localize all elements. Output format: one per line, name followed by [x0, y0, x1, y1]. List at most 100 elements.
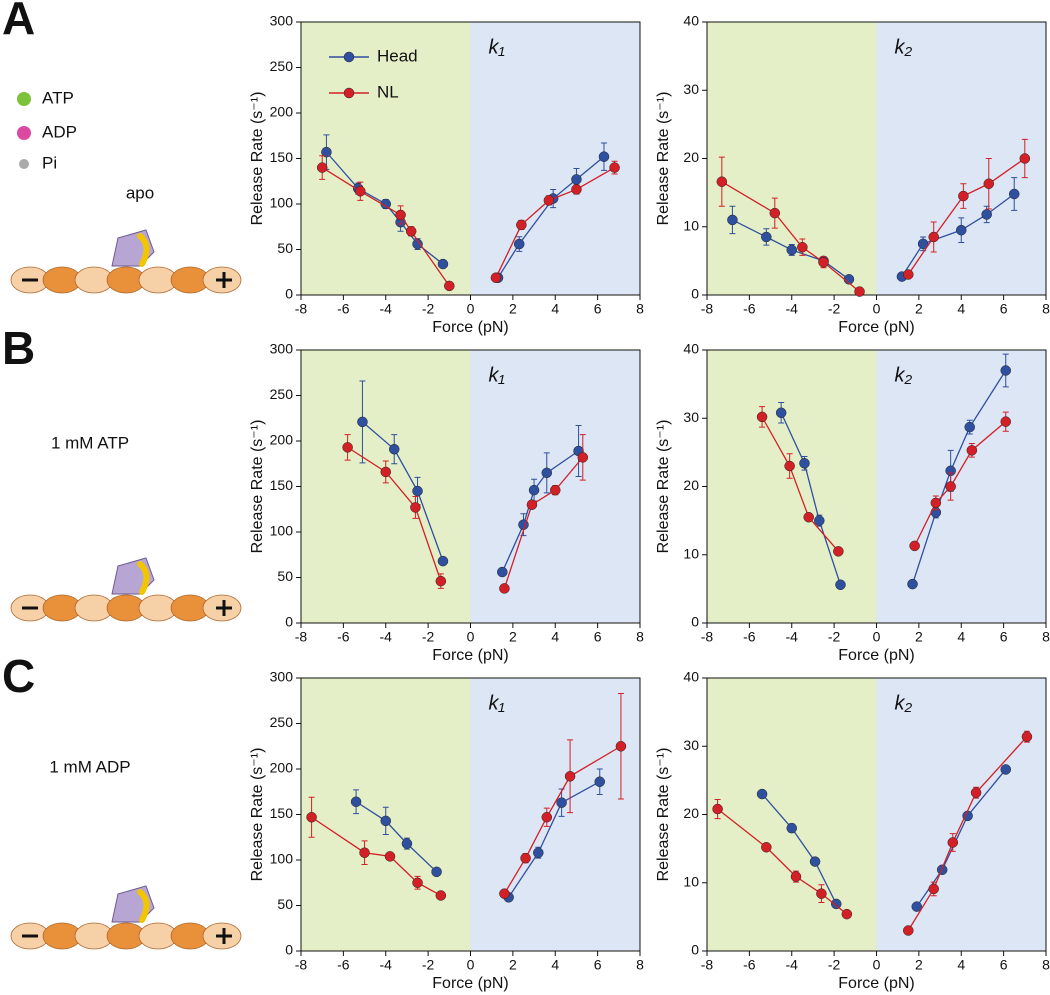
- x-tick-label: 8: [636, 957, 644, 973]
- data-point: [981, 209, 992, 220]
- data-point: [784, 460, 795, 472]
- x-tick-label: -2: [828, 629, 841, 645]
- chart: -8 -6 -4 -2 0 2 4 6 8 0 50 100 150 200 250 300 Force (pN…: [249, 13, 644, 337]
- data-point: [1000, 365, 1011, 376]
- x-tick-label: -8: [295, 629, 308, 645]
- data-point: [964, 421, 975, 433]
- y-tick-label: 0: [285, 286, 293, 302]
- y-axis-label: Release Rate (s⁻¹): [249, 748, 266, 882]
- x-tick-label: 6: [1000, 629, 1008, 645]
- y-tick-label: 250: [270, 714, 294, 730]
- condition: apo: [126, 183, 154, 202]
- shade-positive: [470, 22, 640, 295]
- x-tick-label: -6: [743, 957, 756, 973]
- data-point: [359, 847, 370, 858]
- data-point: [809, 856, 821, 867]
- chart: -8 -6 -4 -2 0 2 4 6 8 0 50 100 150 200 250 300 Force (pN…: [249, 669, 644, 993]
- chart: -8 -6 -4 -2 0 2 4 6 8 0 10 20 30 40 Force (pN) Release …: [655, 13, 1050, 337]
- data-point: [928, 883, 939, 895]
- data-point: [945, 481, 956, 492]
- x-tick-label: -6: [743, 629, 756, 645]
- data-point: [903, 925, 914, 936]
- data-point: [499, 583, 510, 594]
- x-tick-label: 0: [467, 301, 475, 317]
- key-label: ADP: [42, 122, 77, 141]
- y-tick-label: 10: [683, 873, 699, 889]
- data-point: [761, 231, 772, 243]
- data-point: [405, 226, 417, 237]
- data-point: [598, 151, 610, 162]
- y-tick-label: 20: [683, 477, 699, 493]
- y-tick-label: 0: [285, 942, 293, 958]
- data-point: [437, 258, 449, 270]
- data-point: [712, 803, 723, 815]
- legend-label: NL: [377, 82, 399, 101]
- data-point: [321, 146, 332, 158]
- x-tick-label: -2: [422, 629, 435, 645]
- y-tick-label: 50: [277, 568, 293, 584]
- x-tick-label: -8: [701, 301, 714, 317]
- x-tick-label: -6: [337, 629, 350, 645]
- data-point: [384, 851, 396, 862]
- y-axis-label: Release Rate (s⁻¹): [655, 420, 672, 554]
- chart-title: k₁: [489, 364, 505, 386]
- y-tick-label: 30: [683, 81, 699, 97]
- data-point: [907, 578, 918, 590]
- x-tick-label: 2: [509, 957, 517, 973]
- y-tick-label: 150: [270, 477, 294, 493]
- data-point: [1000, 416, 1011, 427]
- x-tick-label: 6: [1000, 301, 1008, 317]
- data-point: [930, 497, 942, 509]
- filament: [10, 557, 242, 622]
- key-label: Pi: [42, 153, 57, 172]
- x-tick-label: 8: [1042, 957, 1050, 973]
- x-tick-label: 2: [915, 957, 923, 973]
- data-point: [835, 579, 846, 591]
- data-point: [1019, 153, 1031, 164]
- data-point: [513, 238, 525, 250]
- x-tick-label: 6: [1000, 957, 1008, 973]
- data-point: [803, 511, 814, 523]
- x-tick-label: 2: [915, 629, 923, 645]
- data-point: [797, 241, 808, 253]
- data-point: [1008, 188, 1020, 200]
- y-tick-label: 150: [270, 805, 294, 821]
- shade-positive: [470, 678, 640, 951]
- y-tick-label: 0: [691, 614, 699, 630]
- y-tick-label: 50: [277, 240, 293, 256]
- data-point: [412, 238, 423, 250]
- data-point: [401, 838, 413, 849]
- y-tick-label: 40: [683, 341, 699, 357]
- data-point: [380, 466, 391, 478]
- y-tick-label: 10: [683, 217, 699, 233]
- data-point: [909, 540, 920, 552]
- x-axis-label: Force (pN): [838, 319, 914, 336]
- y-tick-label: 150: [270, 149, 294, 165]
- x-tick-label: 8: [636, 629, 644, 645]
- shade-negative: [707, 350, 877, 623]
- data-point: [615, 741, 627, 752]
- data-point: [528, 484, 540, 496]
- adp-icon: [17, 126, 31, 140]
- legend-marker: [343, 51, 355, 63]
- data-point: [437, 555, 449, 567]
- data-point: [490, 272, 502, 283]
- x-tick-label: -4: [786, 957, 799, 973]
- data-point: [435, 890, 447, 901]
- chart-title: k₂: [895, 36, 913, 58]
- y-tick-label: 0: [285, 614, 293, 630]
- y-tick-label: 0: [691, 286, 699, 302]
- data-point: [928, 231, 939, 243]
- x-tick-label: -6: [337, 301, 350, 317]
- data-point: [571, 184, 582, 195]
- data-point: [435, 575, 447, 587]
- condition: 1 mM ATP: [51, 433, 129, 452]
- data-point: [316, 162, 328, 173]
- x-tick-label: 0: [873, 957, 881, 973]
- filament: [10, 229, 242, 294]
- y-tick-label: 20: [683, 149, 699, 165]
- data-point: [342, 442, 353, 453]
- x-tick-label: 0: [873, 629, 881, 645]
- neck-linker: [137, 233, 150, 267]
